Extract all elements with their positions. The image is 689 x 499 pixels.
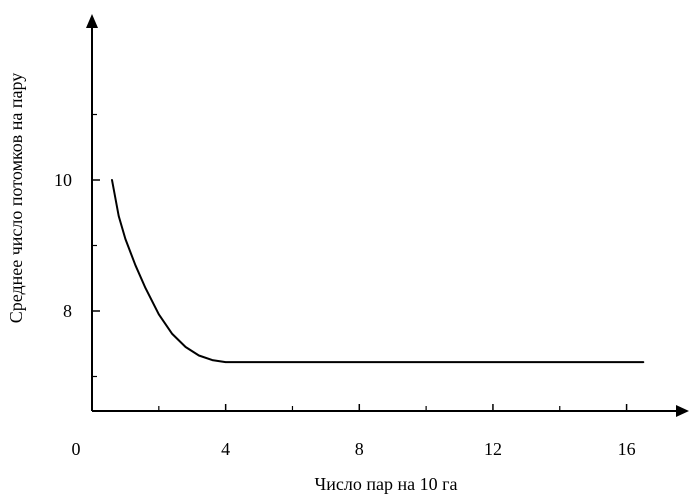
series	[111, 179, 645, 364]
x-tick-label: 16	[618, 439, 636, 459]
series-line	[111, 179, 645, 364]
y-axis-label: Среднее число потомков на пару	[6, 73, 26, 324]
y-tick-label: 8	[63, 301, 72, 321]
y-axis-arrow	[86, 14, 98, 28]
x-tick-label: 8	[355, 439, 364, 459]
x-axis-label: Число пар на 10 га	[315, 474, 458, 494]
labels: 0 4 8 12 16 8 10	[54, 170, 636, 459]
axes	[86, 14, 689, 417]
x-axis-arrow	[676, 405, 689, 417]
x-tick-label: 4	[221, 439, 230, 459]
ticks	[92, 113, 628, 411]
x-tick-label: 0	[72, 439, 81, 459]
x-tick-label: 12	[484, 439, 502, 459]
y-tick-label: 10	[54, 170, 72, 190]
